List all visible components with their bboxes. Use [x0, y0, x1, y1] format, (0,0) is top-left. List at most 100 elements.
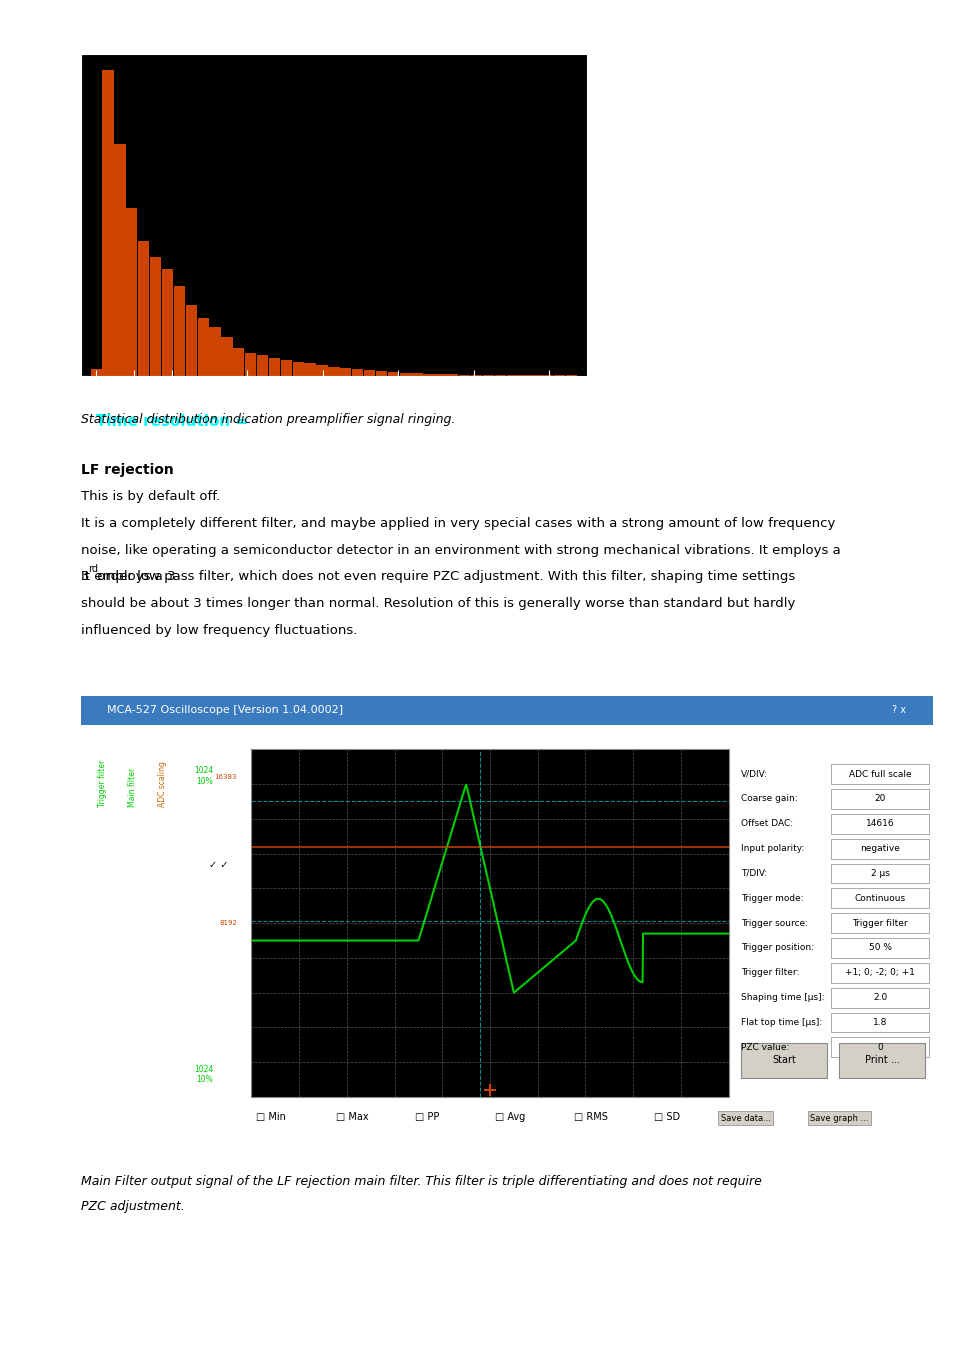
Text: 16383: 16383: [214, 774, 237, 780]
Text: □ RMS: □ RMS: [574, 1112, 607, 1123]
Text: □ PP: □ PP: [415, 1112, 439, 1123]
Text: Trigger source:: Trigger source:: [740, 919, 807, 928]
Bar: [363, 370, 375, 376]
Text: Main Filter output signal of the LF rejection main filter. This filter is triple: Main Filter output signal of the LF reje…: [81, 1175, 761, 1189]
Bar: [91, 369, 102, 376]
Bar: [114, 145, 126, 376]
Text: 0: 0: [47, 378, 54, 392]
Text: 50 %: 50 %: [867, 943, 891, 952]
Text: 20: 20: [874, 794, 885, 804]
Text: 2.0: 2.0: [872, 993, 886, 1002]
Text: Print ...: Print ...: [863, 1055, 899, 1065]
Text: noise, like operating a semiconductor detector in an environment with strong mec: noise, like operating a semiconductor de…: [81, 543, 840, 557]
FancyBboxPatch shape: [830, 938, 928, 958]
Bar: [138, 240, 150, 376]
FancyBboxPatch shape: [830, 789, 928, 809]
Bar: [186, 305, 196, 376]
Text: Trigger position:: Trigger position:: [740, 943, 813, 952]
FancyBboxPatch shape: [838, 1043, 924, 1078]
Text: Statistical distribution indication preamplifier signal ringing.: Statistical distribution indication prea…: [81, 413, 455, 427]
Bar: [256, 355, 268, 376]
Text: ? x: ? x: [891, 705, 905, 715]
Text: PZC value:: PZC value:: [740, 1043, 788, 1052]
Text: Trigger filter: Trigger filter: [851, 919, 907, 928]
Bar: [221, 336, 233, 376]
Text: 1024
10%: 1024 10%: [193, 1065, 213, 1085]
Text: 1.8: 1.8: [872, 1019, 886, 1027]
Bar: [387, 373, 398, 376]
Text: 0 0: 0 0: [201, 915, 213, 923]
Bar: [280, 361, 292, 376]
Text: Continuous: Continuous: [854, 894, 904, 902]
Text: 16 K: 16 K: [15, 38, 46, 51]
FancyBboxPatch shape: [740, 1043, 826, 1078]
Text: 63: 63: [579, 400, 593, 409]
Text: Input polarity:: Input polarity:: [740, 844, 803, 852]
Bar: [411, 373, 422, 376]
Bar: [375, 372, 387, 376]
Text: Offset DAC:: Offset DAC:: [740, 819, 792, 828]
Text: ADC full scale: ADC full scale: [848, 770, 910, 778]
FancyBboxPatch shape: [830, 988, 928, 1008]
Bar: [150, 257, 161, 376]
FancyBboxPatch shape: [830, 913, 928, 934]
Text: □ SD: □ SD: [653, 1112, 679, 1123]
FancyBboxPatch shape: [830, 863, 928, 884]
Bar: [316, 365, 327, 376]
Text: V/DIV:: V/DIV:: [740, 770, 767, 778]
Text: negative: negative: [860, 844, 899, 852]
FancyBboxPatch shape: [830, 813, 928, 834]
Text: Save data...: Save data...: [720, 1115, 770, 1123]
Bar: [197, 317, 209, 376]
Bar: [304, 363, 315, 376]
Text: Save graph ...: Save graph ...: [809, 1115, 867, 1123]
Text: +1; 0; -2; 0; +1: +1; 0; -2; 0; +1: [844, 969, 914, 977]
Bar: [245, 353, 256, 376]
Text: Trigger filter: Trigger filter: [98, 761, 107, 808]
Bar: [209, 327, 220, 376]
Text: PZC adjustment.: PZC adjustment.: [81, 1200, 185, 1213]
Text: influenced by low frequency fluctuations.: influenced by low frequency fluctuations…: [81, 624, 357, 636]
FancyBboxPatch shape: [81, 696, 932, 724]
Bar: [423, 374, 435, 376]
Bar: [269, 358, 280, 376]
Text: 8192: 8192: [219, 920, 237, 927]
Bar: [173, 285, 185, 376]
Bar: [399, 373, 411, 376]
Text: 3: 3: [81, 570, 90, 584]
Text: Main filter: Main filter: [128, 769, 136, 808]
Text: Trigger mode:: Trigger mode:: [740, 894, 802, 902]
FancyBboxPatch shape: [830, 1012, 928, 1032]
Text: ✓ ✓: ✓ ✓: [209, 861, 228, 870]
FancyBboxPatch shape: [830, 765, 928, 784]
Text: T/DIV:: T/DIV:: [740, 869, 766, 878]
Bar: [233, 349, 244, 376]
Bar: [328, 366, 339, 376]
Text: Shaping time [µs]:: Shaping time [µs]:: [740, 993, 823, 1002]
Text: 1024
10%: 1024 10%: [193, 766, 213, 786]
Text: Trigger filter:: Trigger filter:: [740, 969, 799, 977]
Text: □ Min: □ Min: [256, 1112, 286, 1123]
Text: Flat top time [µs]:: Flat top time [µs]:: [740, 1019, 821, 1027]
FancyBboxPatch shape: [830, 963, 928, 982]
Text: It employs a 3: It employs a 3: [81, 570, 175, 584]
Text: 0: 0: [877, 1043, 882, 1052]
Bar: [162, 269, 172, 376]
Text: order low pass filter, which does not even require PZC adjustment. With this fil: order low pass filter, which does not ev…: [93, 570, 795, 584]
FancyBboxPatch shape: [830, 889, 928, 908]
Bar: [340, 367, 351, 376]
FancyBboxPatch shape: [830, 1038, 928, 1058]
Bar: [435, 374, 446, 376]
Text: MCA-527 Oscilloscope [Version 1.04.0002]: MCA-527 Oscilloscope [Version 1.04.0002]: [107, 705, 342, 715]
Text: rd: rd: [88, 563, 97, 574]
Text: Time resolution =: Time resolution =: [96, 415, 248, 430]
Text: □ Avg: □ Avg: [495, 1112, 524, 1123]
Text: It is a completely different filter, and maybe applied in very special cases wit: It is a completely different filter, and…: [81, 517, 835, 530]
Text: LF rejection: LF rejection: [81, 463, 173, 477]
Text: 2 µs: 2 µs: [870, 869, 888, 878]
Text: 14616: 14616: [865, 819, 894, 828]
FancyBboxPatch shape: [830, 839, 928, 858]
Bar: [126, 208, 137, 376]
Text: Coarse gain:: Coarse gain:: [740, 794, 797, 804]
Bar: [293, 362, 304, 376]
